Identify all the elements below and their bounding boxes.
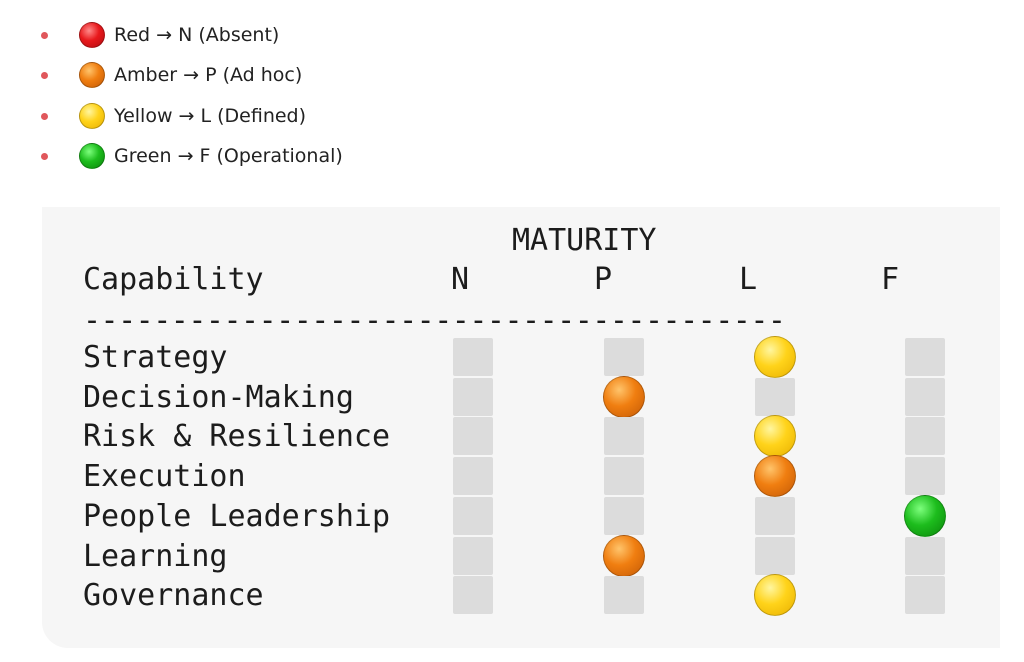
bullet-icon bbox=[41, 72, 48, 79]
empty-cell bbox=[905, 457, 945, 496]
legend-label: Yellow → L (Defined) bbox=[114, 105, 307, 127]
legend-label: Red → N (Absent) bbox=[114, 24, 280, 46]
empty-cell bbox=[453, 377, 493, 416]
empty-cell bbox=[604, 576, 644, 615]
bullet-icon bbox=[41, 153, 48, 160]
legend-label: Green → F (Operational) bbox=[114, 145, 343, 167]
empty-cell bbox=[604, 496, 644, 535]
empty-cell bbox=[453, 496, 493, 535]
empty-cell bbox=[453, 576, 493, 615]
empty-cell bbox=[604, 417, 644, 456]
yellow-circle-icon bbox=[754, 336, 796, 378]
empty-cell bbox=[604, 457, 644, 496]
empty-cell bbox=[755, 496, 795, 535]
amber-circle-icon bbox=[603, 375, 645, 418]
empty-cell bbox=[905, 576, 945, 615]
yellow-circle-icon bbox=[754, 415, 796, 458]
capability-header: Capability bbox=[83, 262, 264, 297]
empty-cell bbox=[604, 338, 644, 376]
level-header-n: N bbox=[450, 262, 470, 297]
bullet-icon bbox=[41, 32, 48, 39]
row-label: People Leadership bbox=[83, 498, 391, 534]
legend-item-yellow: Yellow → L (Defined) bbox=[0, 96, 600, 136]
empty-cell bbox=[905, 417, 945, 456]
maturity-table-panel: MATURITY Capability N P L F ------------… bbox=[42, 207, 1000, 648]
empty-cell bbox=[453, 536, 493, 575]
green-circle-icon bbox=[79, 143, 105, 169]
row-label: Execution bbox=[83, 459, 246, 495]
header-divider: ---------------------------------------- bbox=[83, 303, 786, 338]
amber-circle-icon bbox=[603, 534, 645, 577]
legend-item-red: Red → N (Absent) bbox=[0, 15, 600, 55]
empty-cell bbox=[905, 536, 945, 575]
row-label: Learning bbox=[83, 538, 228, 574]
amber-circle-icon bbox=[79, 62, 105, 88]
empty-cell bbox=[453, 457, 493, 496]
row-label: Risk & Resilience bbox=[83, 419, 391, 455]
empty-cell bbox=[905, 338, 945, 376]
empty-cell bbox=[905, 377, 945, 416]
maturity-header: MATURITY bbox=[512, 223, 657, 258]
empty-cell bbox=[755, 377, 795, 416]
green-circle-icon bbox=[904, 494, 946, 537]
yellow-circle-icon bbox=[754, 574, 796, 617]
empty-cell bbox=[755, 536, 795, 575]
amber-circle-icon bbox=[754, 455, 796, 498]
empty-cell bbox=[453, 417, 493, 456]
legend-item-amber: Amber → P (Ad hoc) bbox=[0, 55, 600, 95]
level-header-f: F bbox=[880, 262, 900, 297]
level-header-p: P bbox=[593, 262, 613, 297]
legend-label: Amber → P (Ad hoc) bbox=[114, 64, 303, 86]
empty-cell bbox=[453, 338, 493, 376]
row-label: Strategy bbox=[83, 340, 228, 375]
yellow-circle-icon bbox=[79, 103, 105, 129]
row-label: Decision-Making bbox=[83, 379, 354, 415]
row-label: Governance bbox=[83, 578, 264, 614]
legend-item-green: Green → F (Operational) bbox=[0, 136, 600, 176]
bullet-icon bbox=[41, 113, 48, 120]
red-circle-icon bbox=[79, 22, 105, 48]
color-legend: Red → N (Absent) Amber → P (Ad hoc) Yell… bbox=[0, 0, 1024, 200]
level-header-l: L bbox=[738, 262, 758, 297]
